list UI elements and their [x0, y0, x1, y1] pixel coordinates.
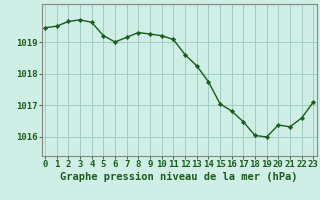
X-axis label: Graphe pression niveau de la mer (hPa): Graphe pression niveau de la mer (hPa) [60, 172, 298, 182]
